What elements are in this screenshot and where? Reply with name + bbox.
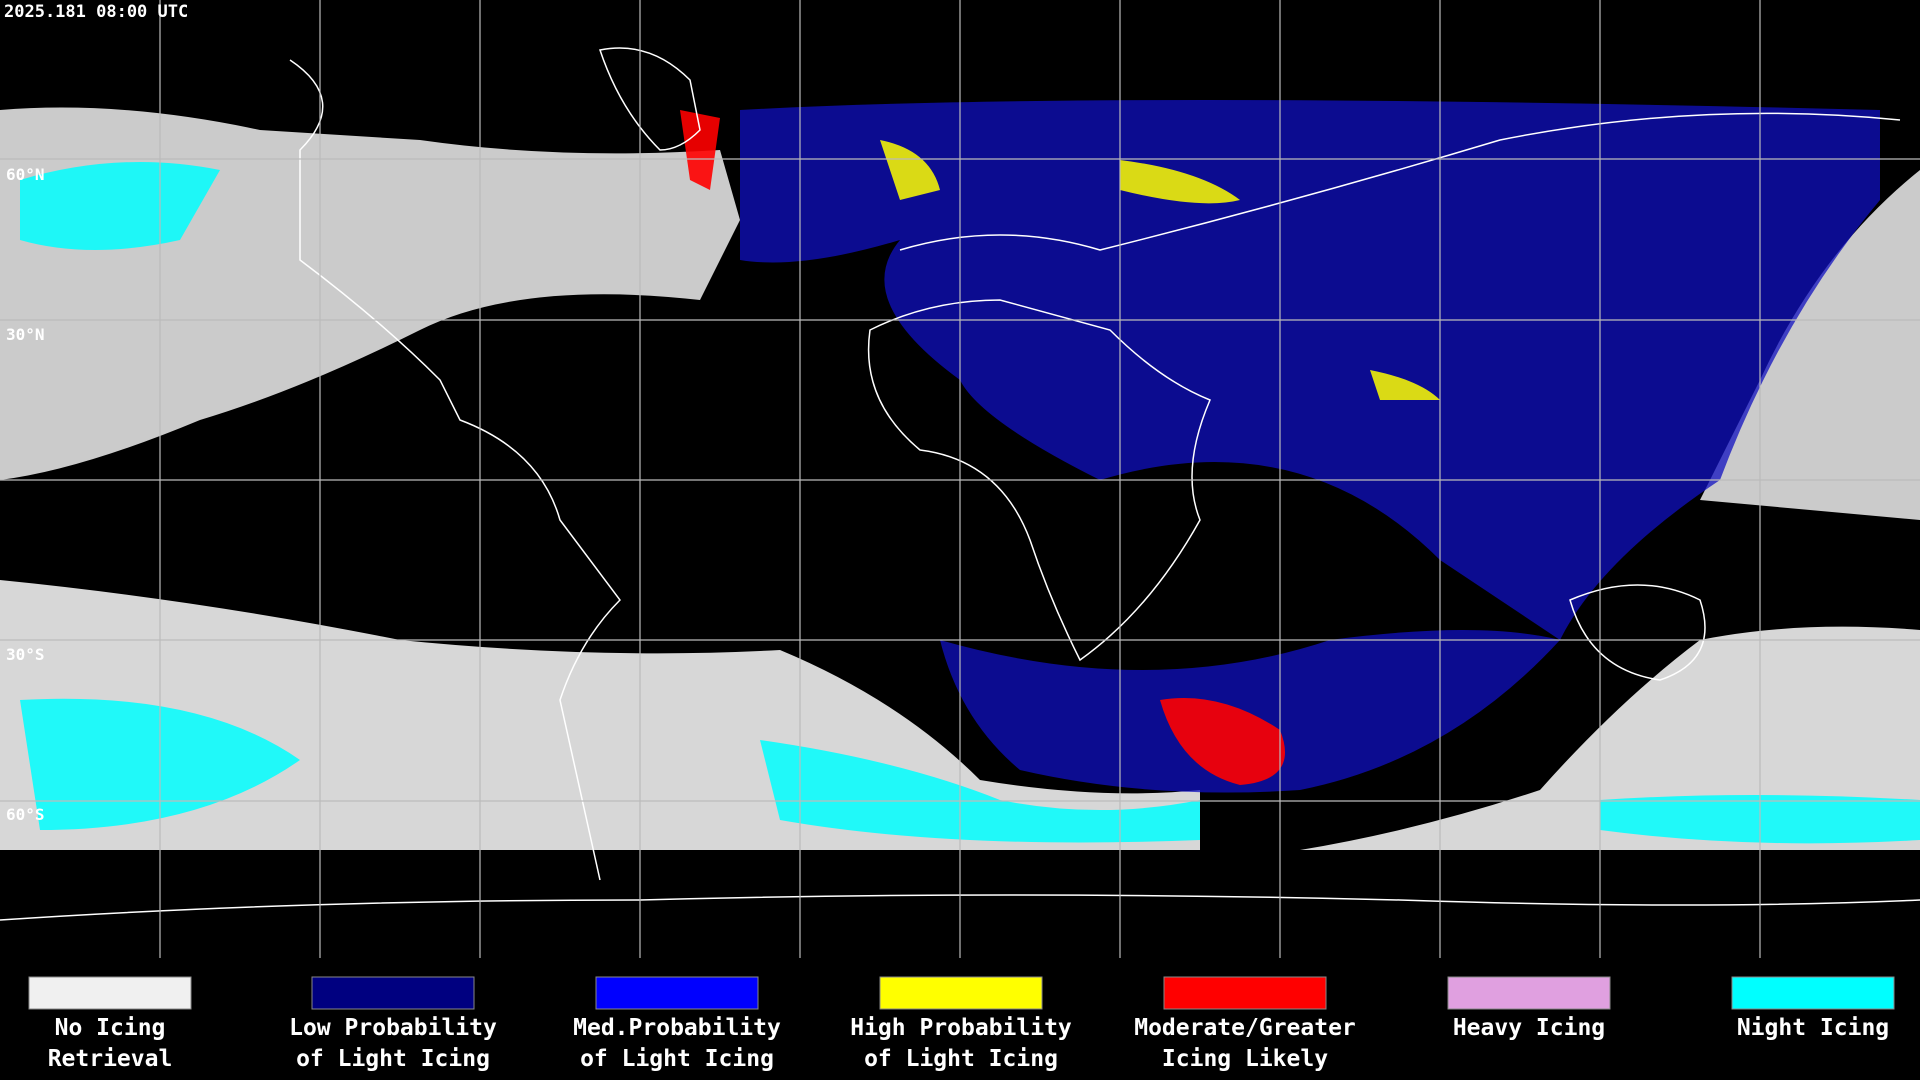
cloud-fields	[0, 100, 1920, 850]
legend-swatch	[28, 976, 192, 1010]
legend-swatch	[879, 976, 1043, 1010]
legend-label: of Light Icing	[580, 1046, 774, 1072]
no-icing-pacific	[1700, 170, 1920, 520]
legend-swatch	[1163, 976, 1327, 1010]
greenland-coast	[599, 47, 701, 151]
legend-label: Med.Probability	[573, 1015, 781, 1041]
africa-coast	[867, 299, 1211, 662]
legend-label: Retrieval	[48, 1046, 173, 1072]
lat-label: 60°N	[6, 165, 45, 184]
icing-probability-south	[940, 630, 1560, 793]
legend: No Icing Retrieval Low Probability of Light…	[28, 976, 1895, 1072]
legend-swatch	[1447, 976, 1611, 1010]
legend-swatch	[1731, 976, 1895, 1010]
legend-label: Low Probability	[289, 1015, 497, 1041]
legend-label: Heavy Icing	[1453, 1015, 1605, 1041]
timestamp: 2025.181 08:00 UTC	[4, 2, 188, 22]
legend-label: Moderate/Greater	[1134, 1015, 1356, 1041]
legend-label: of Light Icing	[864, 1046, 1058, 1072]
lat-label: 30°N	[6, 325, 45, 344]
night-icing	[20, 162, 1920, 844]
lat-label: 60°S	[6, 805, 45, 824]
legend-label: Night Icing	[1737, 1015, 1889, 1041]
legend-label: High Probability	[850, 1015, 1072, 1041]
legend-swatch	[311, 976, 475, 1010]
graticule	[0, 0, 1920, 958]
moderate-icing	[680, 110, 1285, 785]
legend-swatch	[595, 976, 759, 1010]
antarctica-coast	[0, 894, 1920, 921]
coastlines	[0, 47, 1920, 921]
high-probability	[880, 140, 1440, 400]
legend-label: No Icing	[55, 1015, 166, 1041]
icing-probability-north	[740, 100, 1880, 640]
legend-label: Icing Likely	[1162, 1046, 1328, 1072]
legend-label: of Light Icing	[296, 1046, 490, 1072]
australia-coast	[1569, 584, 1706, 681]
lat-label: 30°S	[6, 645, 45, 664]
no-icing-southeast	[1300, 626, 1920, 850]
americas-coast	[289, 59, 621, 881]
eurasia-coast	[899, 112, 1901, 251]
